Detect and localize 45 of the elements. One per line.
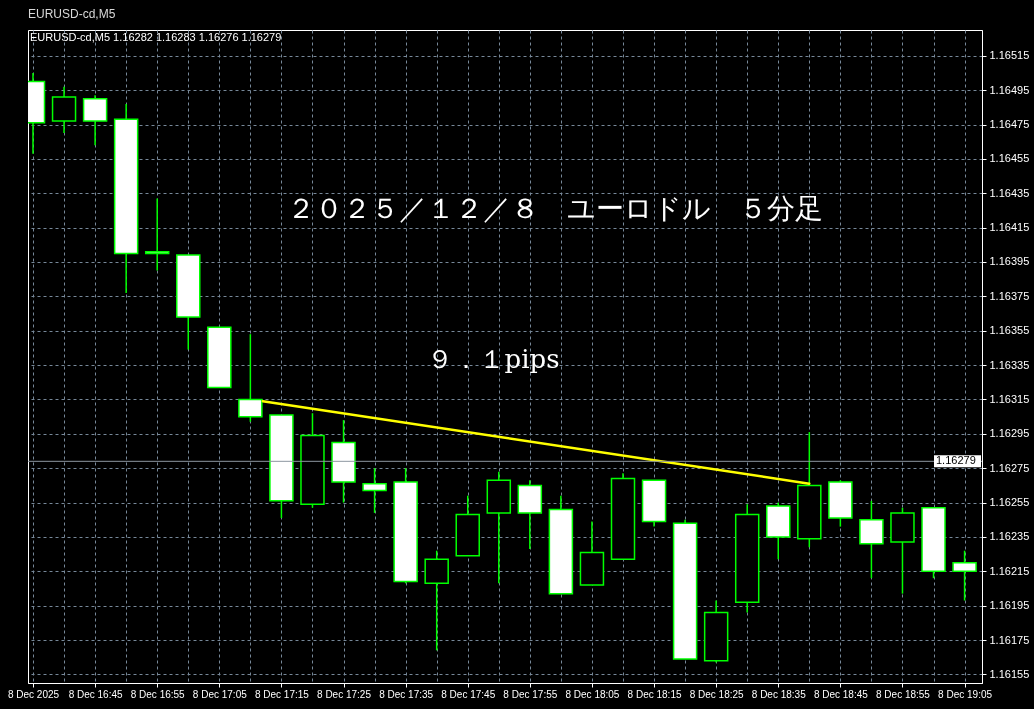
x-tick-label: 8 Dec 17:05 bbox=[192, 688, 248, 700]
text: EURUSD-cd,M5 bbox=[28, 7, 116, 21]
y-tick-label: 1.16415 bbox=[989, 221, 1030, 234]
ref-line-label: 1.16279 bbox=[936, 454, 976, 467]
y-tick-label: 1.16255 bbox=[989, 496, 1030, 509]
x-tick-label: 8 Dec 18:05 bbox=[565, 688, 620, 700]
x-tick-label: 8 Dec 17:45 bbox=[441, 688, 496, 700]
x-tick-label: 8 Dec 18:15 bbox=[627, 688, 682, 700]
x-tick-label: 8 Dec 17:15 bbox=[254, 688, 310, 700]
x-tick-label: 8 Dec 17:35 bbox=[379, 688, 434, 700]
y-tick-label: 1.16235 bbox=[989, 530, 1030, 543]
x-tick-label: 8 Dec 18:55 bbox=[876, 688, 931, 700]
y-tick-label: 1.16455 bbox=[989, 152, 1030, 165]
y-tick-label: 1.16515 bbox=[989, 49, 1030, 62]
chart-subtitle: EURUSD-cd,M5 1.16282 1.16283 1.16276 1.16279 bbox=[30, 31, 282, 43]
x-tick-label: 8 Dec 18:45 bbox=[813, 688, 869, 700]
x-tick-label: 8 Dec 17:25 bbox=[317, 688, 372, 700]
y-tick-label: 1.16495 bbox=[989, 83, 1030, 96]
candlestick bbox=[952, 549, 977, 602]
y-tick-label: 1.16395 bbox=[989, 255, 1030, 268]
y-tick-label: 1.16475 bbox=[989, 118, 1030, 131]
y-tick-label: 1.16155 bbox=[989, 667, 1030, 680]
candlestick bbox=[362, 467, 387, 514]
candlestick bbox=[238, 333, 263, 423]
y-tick-label: 1.16355 bbox=[989, 324, 1030, 337]
y-tick-label: 1.16175 bbox=[989, 633, 1030, 646]
x-tick-label: 8 Dec 16:45 bbox=[68, 688, 123, 700]
annotation: ９．１pips bbox=[426, 344, 560, 374]
x-tick-label: 8 Dec 17:55 bbox=[503, 688, 558, 700]
y-tick-label: 1.16335 bbox=[989, 358, 1030, 371]
x-tick-label: 8 Dec 2025 bbox=[7, 688, 60, 700]
candlestick bbox=[144, 197, 170, 272]
y-tick-label: 1.16215 bbox=[989, 564, 1030, 577]
x-tick-label: 8 Dec 16:55 bbox=[130, 688, 186, 700]
x-tick-label: 8 Dec 18:35 bbox=[751, 688, 807, 700]
y-tick-label: 1.16375 bbox=[989, 289, 1030, 302]
x-tick-label: 8 Dec 18:25 bbox=[689, 688, 745, 700]
y-tick-label: 1.16275 bbox=[989, 461, 1030, 474]
y-tick-label: 1.16295 bbox=[989, 427, 1030, 440]
x-tick-label: 8 Dec 19:05 bbox=[938, 688, 993, 700]
y-tick-label: 1.16315 bbox=[989, 392, 1030, 405]
text: ２０２５／１２／８ ユーロドル ５分足 bbox=[287, 192, 823, 225]
y-tick-label: 1.16435 bbox=[989, 186, 1030, 199]
y-tick-label: 1.16195 bbox=[989, 599, 1030, 612]
candlestick bbox=[82, 94, 108, 146]
